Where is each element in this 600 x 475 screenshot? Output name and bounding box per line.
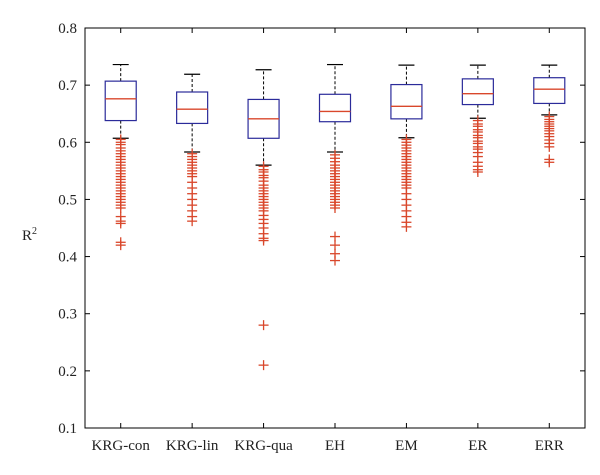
y-tick-label: 0.8 [58,21,77,37]
outlier-marker [401,221,412,232]
box-group-krg-lin [176,73,209,227]
iqr-box [318,93,352,123]
outlier-marker [330,240,340,251]
y-axis-label: R2 [22,226,37,244]
iqr-box [461,78,494,106]
outlier-marker [544,157,555,168]
iqr-box [104,80,137,122]
outlier-marker [115,203,126,213]
y-tick-label: 0.5 [58,192,77,208]
x-tick-label: KRG-lin [166,438,219,454]
x-tick-label: KRG-con [92,438,151,454]
outlier-marker [115,240,126,251]
y-tick-label: 0.7 [58,78,77,94]
y-tick-label: 0.1 [58,421,77,437]
outlier-marker [115,218,126,229]
outlier-marker [258,235,269,246]
x-tick-label: EH [325,438,345,454]
outlier-marker [330,231,340,242]
y-axis: 0.1 0.2 0.3 0.4 0.5 0.6 0.7 0.8 [58,21,585,437]
y-axis-label-base: R [22,228,32,244]
outlier-marker [258,360,269,371]
iqr-box [176,91,209,125]
box-group-eh [318,63,352,266]
outlier-marker [258,320,269,331]
y-axis-label-superscript: 2 [32,226,37,237]
y-tick-label: 0.2 [58,364,77,380]
y-tick-label: 0.6 [58,135,77,151]
box-group-krg-con [104,63,137,251]
plot-marks [104,63,566,371]
outlier-marker [472,167,483,177]
box-group-em [390,64,423,232]
x-tick-label: KRG-qua [234,438,293,454]
outlier-marker [330,203,340,213]
x-axis: KRG-con KRG-lin KRG-qua EH EM ER ERR [92,28,564,454]
box-group-err [533,64,566,168]
y-tick-label: 0.4 [58,250,77,266]
y-tick-label: 0.3 [58,307,77,323]
x-tick-label: EM [395,438,418,454]
outlier-marker [544,141,555,152]
x-tick-label: ER [468,438,487,454]
x-tick-label: ERR [535,438,564,454]
outlier-marker [187,216,198,227]
box-group-er [461,64,494,177]
iqr-box [390,83,423,120]
iqr-box [533,77,566,105]
box-group-krg-qua [247,69,280,371]
outlier-marker [330,255,340,266]
